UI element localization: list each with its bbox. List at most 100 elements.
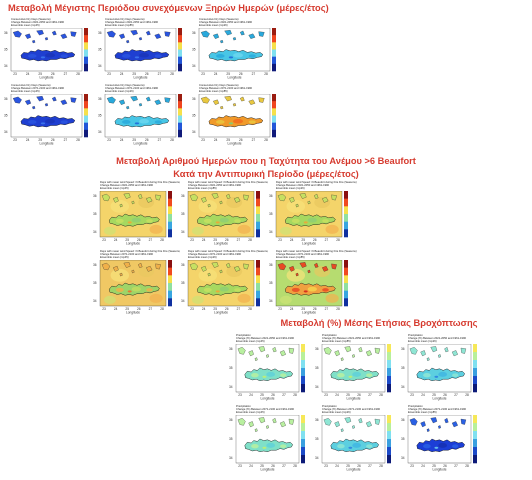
map-plot: 23 24 25 26 27 28 36 35 34 Longitude <box>401 415 477 472</box>
x-axis-label: Longitude <box>432 397 446 401</box>
y-tick-label: 35 <box>181 281 185 285</box>
panel-caption-line: Change Between 2071-2100 and 1961-1990 <box>100 253 154 257</box>
colorbar-segment <box>344 283 348 291</box>
value-blob <box>216 120 225 124</box>
x-tick-label: 26 <box>239 72 243 76</box>
island-shape <box>277 193 287 202</box>
x-tick-label: 25 <box>346 464 350 468</box>
x-tick-label: 26 <box>443 393 447 397</box>
island-shape <box>314 262 319 268</box>
wind-days-map-grid: Days with mean wind Speed >6 Beaufort du… <box>92 181 357 315</box>
map-frame <box>321 415 386 464</box>
x-tick-label: 25 <box>213 307 217 311</box>
x-tick-label: 23 <box>324 464 328 468</box>
island-shape <box>226 193 231 199</box>
panel-caption-line: Ensemble mean (rcp85) <box>105 24 134 28</box>
map-frame <box>321 344 386 393</box>
colorbar-segment <box>387 415 391 424</box>
panel-caption-line: Precipitation <box>322 405 337 408</box>
panel-caption-line: Days with mean wind Speed >6 Beaufort du… <box>276 181 357 184</box>
colorbar-segment <box>473 368 477 377</box>
x-axis-label: Longitude <box>302 242 316 246</box>
panel-caption: Days with mean wind Speed >6 Beaufort du… <box>276 250 357 259</box>
x-tick-label: 28 <box>293 393 297 397</box>
y-tick-label: 36 <box>269 194 273 198</box>
x-tick-label: 23 <box>102 238 106 242</box>
island-shape <box>365 350 372 357</box>
x-tick-label: 26 <box>357 393 361 397</box>
panel-caption-line: Change Between 2021-2050 and 1961-1990 <box>100 184 154 188</box>
colorbar-segment <box>256 298 260 307</box>
y-tick-label: 34 <box>315 385 319 389</box>
x-tick-label: 24 <box>249 393 253 397</box>
panel-caption: Days with mean wind Speed >6 Beaufort du… <box>188 250 269 259</box>
panel-caption: Days with mean wind Speed >6 Beaufort du… <box>276 181 357 190</box>
map-frame <box>10 94 83 138</box>
panel-caption-line: Change Between 2071-2100 and 1961-1990 <box>276 253 330 257</box>
field-shading <box>198 199 218 213</box>
value-blob <box>434 375 439 378</box>
y-tick-label: 34 <box>192 64 196 68</box>
y-tick-label: 36 <box>181 194 185 198</box>
colorbar-segment <box>168 267 172 276</box>
value-blob <box>248 54 256 58</box>
map-frame <box>104 94 177 138</box>
value-blob <box>28 120 37 124</box>
x-tick-label: 26 <box>145 72 149 76</box>
x-tick-label: 27 <box>237 307 241 311</box>
x-tick-label: 28 <box>248 307 252 311</box>
y-tick-label: 35 <box>269 212 273 216</box>
colorbar-segment <box>301 360 305 369</box>
map-panel: Days with mean wind Speed >6 Beaufort du… <box>92 250 181 315</box>
value-blob <box>452 444 459 448</box>
panel-caption-line: Change (%) Between 2021-2050 and 1961-19… <box>236 337 294 341</box>
island-shape <box>314 193 319 199</box>
panel-caption-line: Change Between 2071-2100 and 1961-1990 <box>105 87 159 91</box>
island-shape <box>44 37 49 41</box>
x-tick-label: 25 <box>432 464 436 468</box>
field-shading <box>198 268 218 282</box>
map-frame <box>198 28 271 72</box>
x-tick-label: 23 <box>107 138 111 142</box>
colorbar-segment <box>272 101 276 109</box>
value-blob <box>423 444 431 449</box>
island-shape <box>164 97 171 103</box>
island-shape <box>113 265 119 272</box>
map-panel: Consecutive Dry Days (Seasons) Change Bet… <box>191 84 281 146</box>
x-tick-label: 28 <box>160 238 164 242</box>
x-tick-label: 28 <box>465 464 469 468</box>
x-tick-label: 28 <box>76 138 80 142</box>
island-shape <box>248 421 254 428</box>
island-shape <box>119 203 123 208</box>
value-blob <box>251 373 259 378</box>
panel-caption-line: Ensemble mean (rcp26) <box>199 24 228 28</box>
island-shape <box>51 30 57 36</box>
x-tick-label: 24 <box>202 307 206 311</box>
y-tick-label: 36 <box>315 347 319 351</box>
map-plot: 23 24 25 26 27 28 36 35 34 Longitude <box>401 344 477 401</box>
x-tick-label: 28 <box>248 238 252 242</box>
field-shading <box>279 295 292 305</box>
field-shading <box>286 268 306 282</box>
panel-caption-line: Ensemble mean (rcp45) <box>236 411 265 415</box>
x-tick-label: 26 <box>443 464 447 468</box>
panel-caption-line: Consecutive Dry Days (Seasons) <box>105 18 145 21</box>
value-blob <box>423 373 431 378</box>
y-tick-label: 36 <box>192 31 196 35</box>
x-tick-label: 23 <box>201 138 205 142</box>
colorbar-segment <box>272 42 276 50</box>
map-plot: 23 24 25 26 27 28 36 35 34 Longitude <box>315 415 391 472</box>
y-tick-label: 36 <box>181 263 185 267</box>
x-axis-label: Longitude <box>39 142 53 146</box>
map-frame <box>104 28 177 72</box>
y-tick-label: 36 <box>98 97 102 101</box>
island-shape <box>126 106 130 110</box>
value-blob <box>280 444 287 448</box>
panel-caption-line: Ensemble mean (rcp26) <box>105 90 134 94</box>
map-plot: 23 24 25 26 27 28 36 35 34 Longitude <box>181 191 260 246</box>
panel-caption: Precipitation Change (%) Between 2021-205… <box>322 334 380 343</box>
colorbar-segment <box>301 455 305 464</box>
value-blob <box>131 286 141 292</box>
colorbar-segment <box>387 376 391 385</box>
island-shape <box>438 425 441 429</box>
